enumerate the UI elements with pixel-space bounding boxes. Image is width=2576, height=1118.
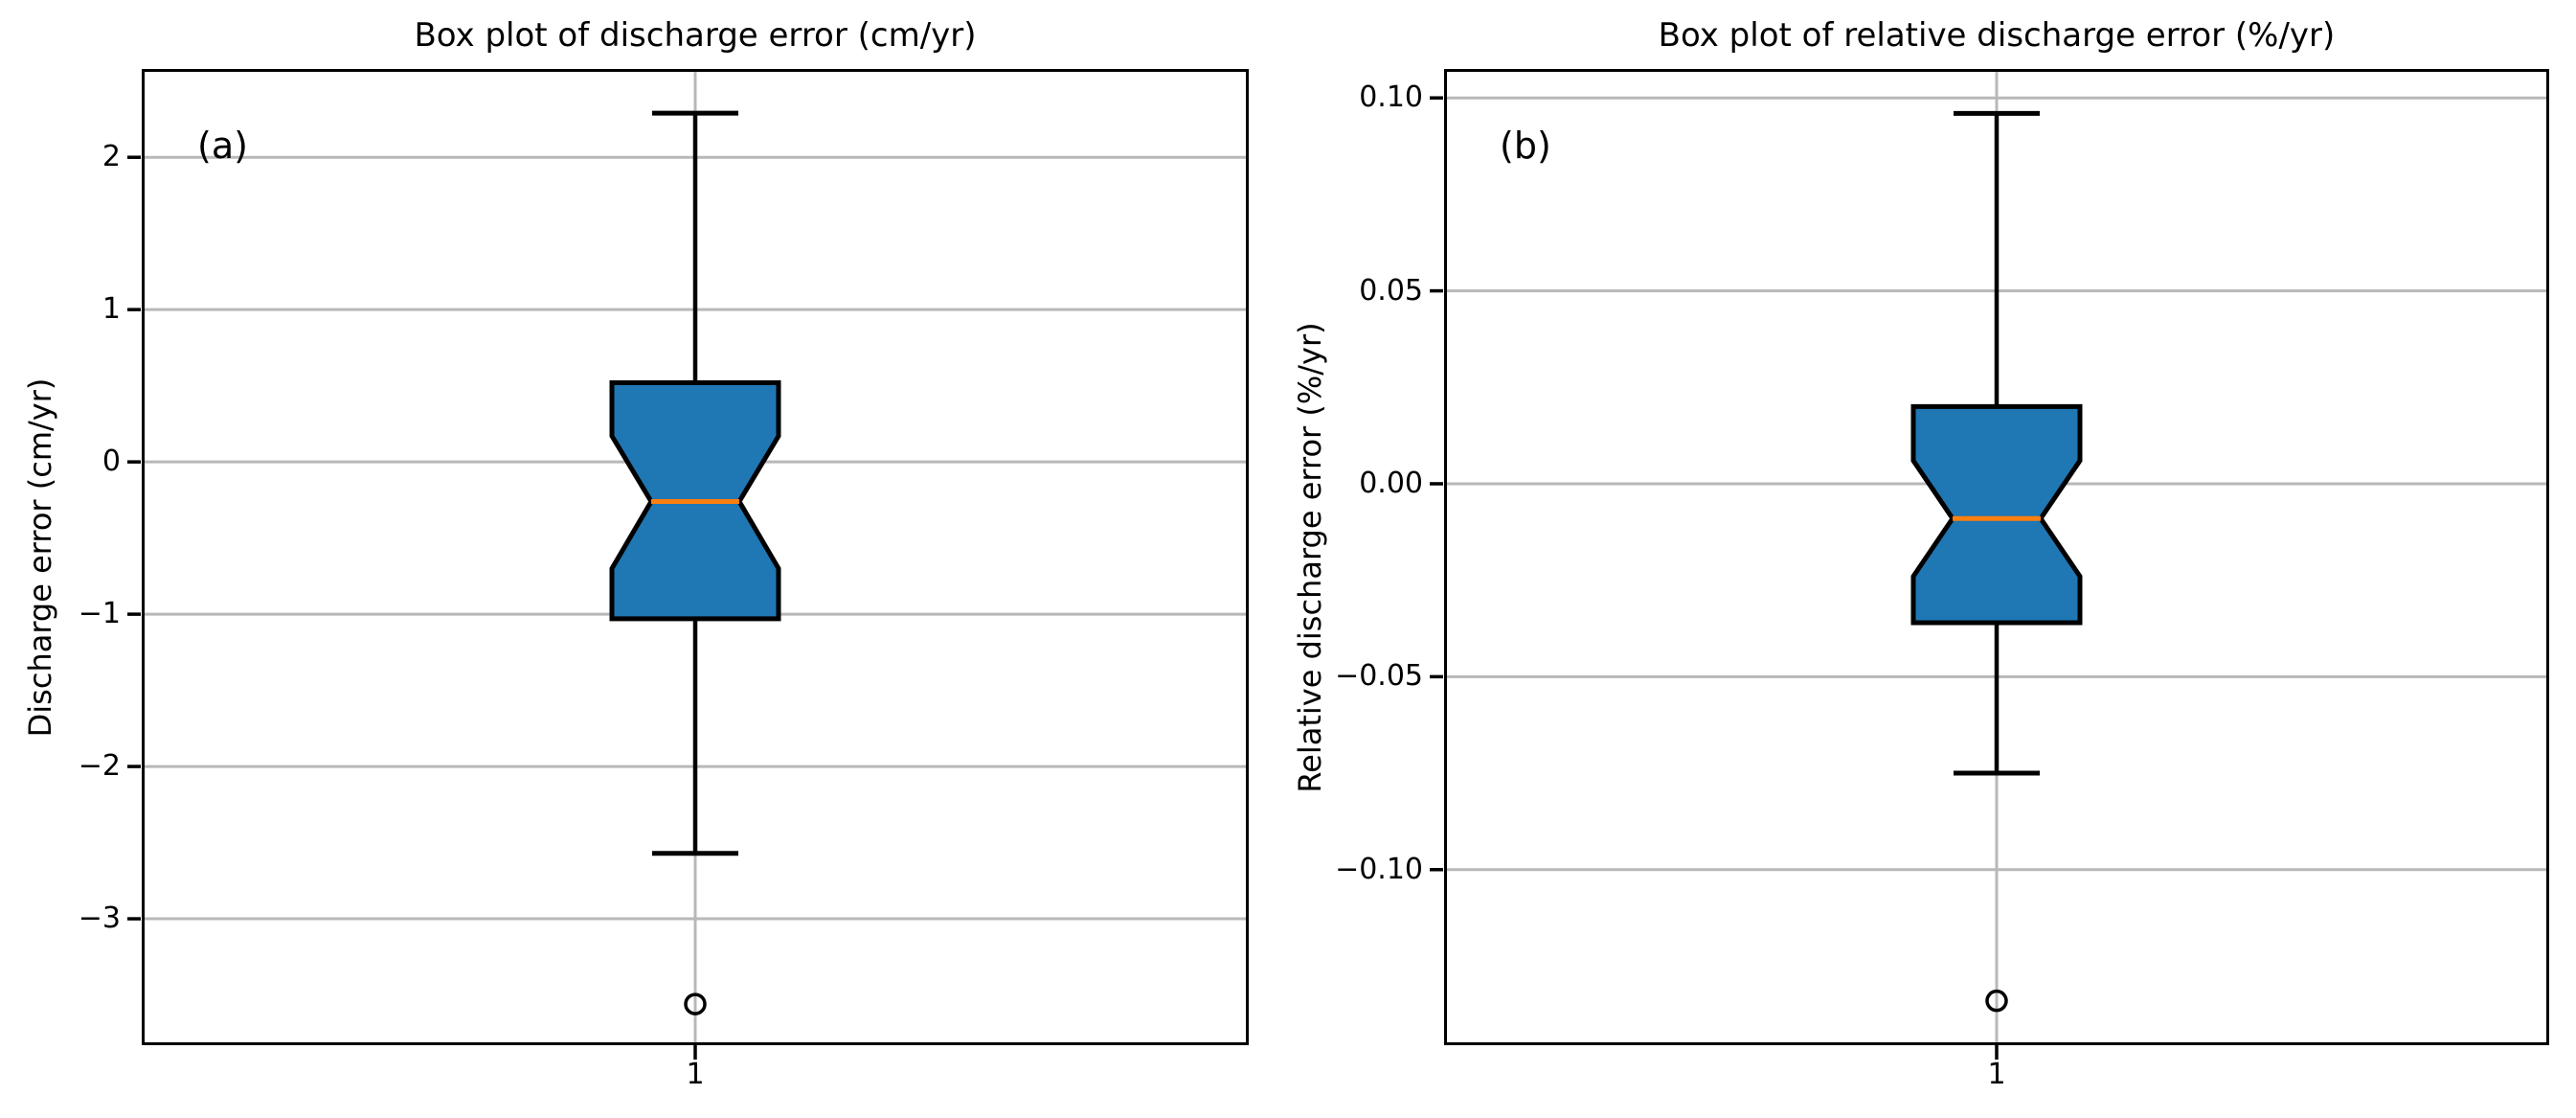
panel-a: Box plot of discharge error (cm/yr) (a) … <box>22 16 1249 1089</box>
panel-a-plot-canvas <box>127 69 1249 1060</box>
outlier-point <box>1985 989 2008 1013</box>
notched-box <box>1910 403 2083 626</box>
panel-a-y-axis-label: Discharge error (cm/yr) <box>22 377 58 737</box>
y-tick-label: −3 <box>78 901 121 936</box>
x-tick-label: 1 <box>686 1058 705 1091</box>
panel-a-label: (a) <box>197 125 248 167</box>
outlier-point <box>684 993 707 1015</box>
y-tick-label: 0 <box>102 445 121 479</box>
panel-b-title: Box plot of relative discharge error (%/… <box>1658 16 2336 56</box>
y-tick-label: 0.10 <box>1359 80 1423 115</box>
y-tick-label: −2 <box>78 749 121 784</box>
panel-b-plot-canvas <box>1430 69 2549 1060</box>
y-tick-label: 0.05 <box>1359 273 1423 308</box>
y-tick-label: −0.05 <box>1335 659 1423 694</box>
panel-b-y-axis-label: Relative discharge error (%/yr) <box>1292 321 1328 793</box>
y-tick-label: 2 <box>102 140 121 174</box>
x-tick-label: 1 <box>1987 1058 2006 1091</box>
panel-b: Box plot of relative discharge error (%/… <box>1292 16 2549 1089</box>
y-tick-label: 1 <box>102 292 121 327</box>
panel-b-label: (b) <box>1500 125 1551 167</box>
y-tick-label: 0.00 <box>1359 466 1423 500</box>
panel-a-title: Box plot of discharge error (cm/yr) <box>414 16 977 56</box>
axes-spine <box>1444 69 2549 1045</box>
axes-spine <box>142 69 1249 1045</box>
y-tick-label: −0.10 <box>1335 852 1423 886</box>
y-tick-label: −1 <box>78 597 121 631</box>
